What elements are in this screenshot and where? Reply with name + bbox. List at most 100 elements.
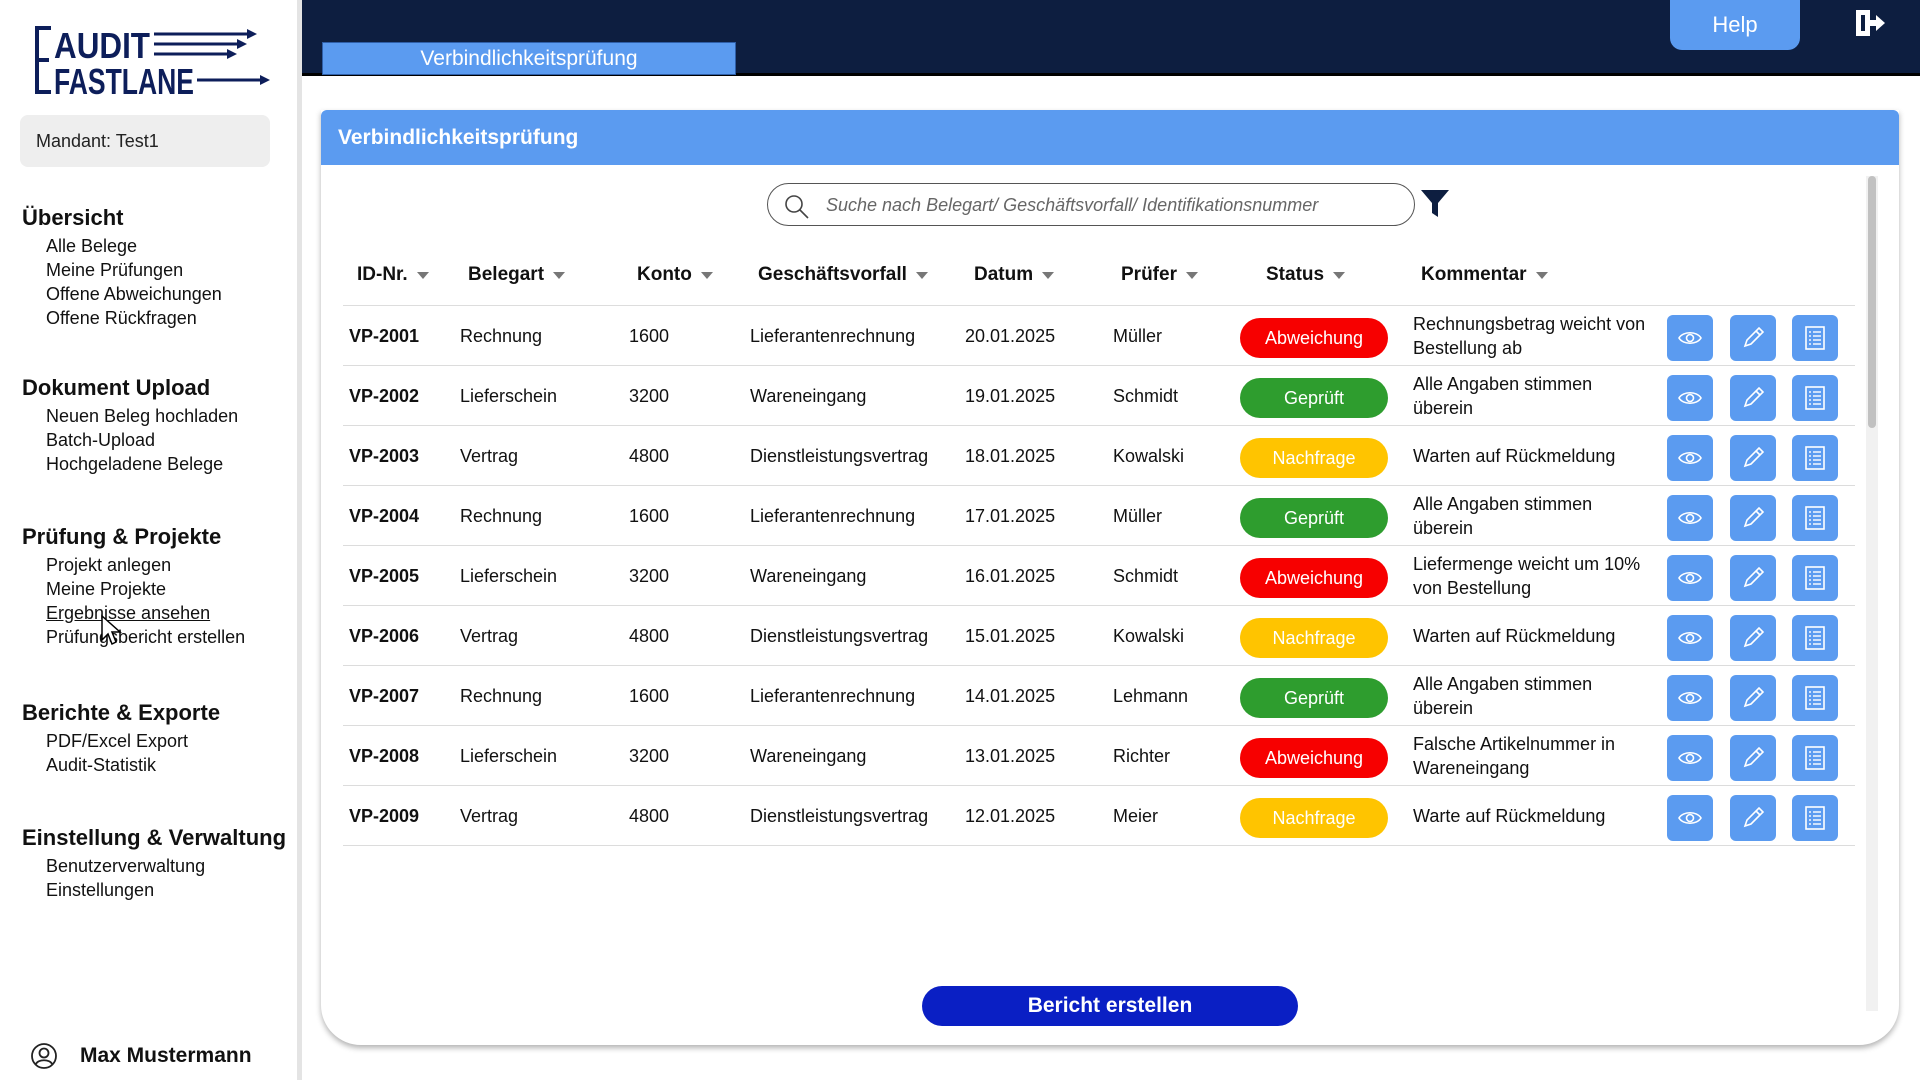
table-row[interactable]: VP-2008 Lieferschein 3200 Wareneingang 1… xyxy=(343,726,1855,786)
user-profile[interactable]: Max Mustermann xyxy=(30,1042,252,1070)
list-icon xyxy=(1805,446,1825,470)
nav-item-pdf-excel-export[interactable]: PDF/Excel Export xyxy=(46,731,189,751)
sort-caret-icon xyxy=(1333,271,1346,279)
column-header-datum[interactable]: Datum xyxy=(974,264,1055,286)
view-button[interactable] xyxy=(1667,555,1713,601)
edit-button[interactable] xyxy=(1730,735,1776,781)
nav-heading-berichte-exporte[interactable]: Berichte & Exporte xyxy=(22,700,221,725)
nav-heading-einstellung-verwaltung[interactable]: Einstellung & Verwaltung xyxy=(22,825,287,850)
edit-button[interactable] xyxy=(1730,795,1776,841)
cell-datum: 13.01.2025 xyxy=(965,745,1056,766)
column-header-label: Kommentar xyxy=(1421,264,1527,285)
tab-verbindlichkeitspruefung[interactable]: Verbindlichkeitsprüfung xyxy=(322,42,736,75)
nav-item-projekt-anlegen[interactable]: Projekt anlegen xyxy=(46,555,172,575)
column-header-pruefer[interactable]: Prüfer xyxy=(1121,264,1198,286)
cell-belegart: Vertrag xyxy=(460,805,519,826)
sort-caret-icon xyxy=(553,271,566,279)
list-icon xyxy=(1805,686,1825,710)
table-row[interactable]: VP-2009 Vertrag 4800 Dienstleistungsvert… xyxy=(343,786,1855,846)
edit-button[interactable] xyxy=(1730,615,1776,661)
view-button[interactable] xyxy=(1667,735,1713,781)
search-bar[interactable] xyxy=(767,183,1415,226)
cell-datum: 14.01.2025 xyxy=(965,685,1056,706)
nav-item-audit-statistik[interactable]: Audit-Statistik xyxy=(46,755,157,775)
view-button[interactable] xyxy=(1667,315,1713,361)
table-row[interactable]: VP-2005 Lieferschein 3200 Wareneingang 1… xyxy=(343,546,1855,606)
help-button[interactable]: Help xyxy=(1670,0,1800,50)
details-button[interactable] xyxy=(1792,435,1838,481)
nav-heading-uebersicht[interactable]: Übersicht xyxy=(22,205,124,230)
details-button[interactable] xyxy=(1792,495,1838,541)
nav-item-batch-upload[interactable]: Batch-Upload xyxy=(46,430,156,450)
nav-item-ergebnisse-ansehen[interactable]: Ergebnisse ansehen xyxy=(46,603,211,623)
column-header-id[interactable]: ID-Nr. xyxy=(357,264,429,286)
pencil-icon xyxy=(1743,686,1765,708)
view-button[interactable] xyxy=(1667,675,1713,721)
view-button[interactable] xyxy=(1667,615,1713,661)
filter-icon[interactable] xyxy=(1420,188,1450,220)
table-row[interactable]: VP-2004 Rechnung 1600 Lieferantenrechnun… xyxy=(343,486,1855,546)
nav-heading-pruefung-projekte[interactable]: Prüfung & Projekte xyxy=(22,524,222,549)
nav-item-einstellungen[interactable]: Einstellungen xyxy=(46,880,155,900)
table-row[interactable]: VP-2006 Vertrag 4800 Dienstleistungsvert… xyxy=(343,606,1855,666)
nav-item-meine-pruefungen[interactable]: Meine Prüfungen xyxy=(46,260,184,280)
nav-item-alle-belege[interactable]: Alle Belege xyxy=(46,236,138,256)
cell-geschaeftsvorfall: Dienstleistungsvertrag xyxy=(750,445,929,466)
table-header: ID-Nr. Belegart Konto Geschäftsvorfall D… xyxy=(343,258,1855,306)
edit-button[interactable] xyxy=(1730,555,1776,601)
details-button[interactable] xyxy=(1792,375,1838,421)
column-header-status[interactable]: Status xyxy=(1266,264,1346,286)
column-header-belegart[interactable]: Belegart xyxy=(468,264,566,286)
edit-button[interactable] xyxy=(1730,495,1776,541)
nav-item-meine-projekte[interactable]: Meine Projekte xyxy=(46,579,167,599)
table-row[interactable]: VP-2002 Lieferschein 3200 Wareneingang 1… xyxy=(343,366,1855,426)
table-row[interactable]: VP-2001 Rechnung 1600 Lieferantenrechnun… xyxy=(343,306,1855,366)
column-header-konto[interactable]: Konto xyxy=(637,264,713,286)
create-report-button[interactable]: Bericht erstellen xyxy=(922,986,1298,1026)
column-header-geschaeftsvorfall[interactable]: Geschäftsvorfall xyxy=(758,264,928,286)
logout-icon[interactable] xyxy=(1852,6,1886,40)
details-button[interactable] xyxy=(1792,555,1838,601)
nav-section-berichte-exporte: Berichte & Exporte PDF/Excel Export Audi… xyxy=(22,700,220,777)
cell-geschaeftsvorfall: Dienstleistungsvertrag xyxy=(750,805,929,826)
edit-button[interactable] xyxy=(1730,315,1776,361)
cell-pruefer: Kowalski xyxy=(1113,625,1185,646)
nav-item-offene-rueckfragen[interactable]: Offene Rückfragen xyxy=(46,308,197,328)
cell-id: VP-2005 xyxy=(349,565,420,586)
column-header-label: Belegart xyxy=(468,264,545,285)
nav-item-benutzerverwaltung[interactable]: Benutzerverwaltung xyxy=(46,856,206,876)
audit-fastlane-logo[interactable]: AUDIT FASTLANE xyxy=(32,20,272,100)
view-button[interactable] xyxy=(1667,375,1713,421)
details-button[interactable] xyxy=(1792,795,1838,841)
list-icon xyxy=(1805,566,1825,590)
column-header-label: ID-Nr. xyxy=(357,264,408,285)
column-header-label: Geschäftsvorfall xyxy=(758,264,907,285)
edit-button[interactable] xyxy=(1730,675,1776,721)
nav-item-hochgeladene-belege[interactable]: Hochgeladene Belege xyxy=(46,454,224,474)
table-row[interactable]: VP-2003 Vertrag 4800 Dienstleistungsvert… xyxy=(343,426,1855,486)
nav-item-pruefungsbericht-erstellen[interactable]: Prüfungsbericht erstellen xyxy=(46,627,246,647)
column-header-kommentar[interactable]: Kommentar xyxy=(1421,264,1548,286)
nav-item-offene-abweichungen[interactable]: Offene Abweichungen xyxy=(46,284,222,304)
cell-geschaeftsvorfall: Lieferantenrechnung xyxy=(750,325,916,346)
edit-button[interactable] xyxy=(1730,435,1776,481)
nav-section-dokument-upload: Dokument Upload Neuen Beleg hochladen Ba… xyxy=(22,375,238,476)
mandant-selector[interactable]: Mandant: Test1 xyxy=(20,115,270,167)
search-input[interactable] xyxy=(826,190,1386,220)
nav-heading-dokument-upload[interactable]: Dokument Upload xyxy=(22,375,211,400)
main-card xyxy=(321,110,1899,1045)
cell-geschaeftsvorfall: Lieferantenrechnung xyxy=(750,505,916,526)
sort-caret-icon xyxy=(1535,271,1548,279)
details-button[interactable] xyxy=(1792,735,1838,781)
details-button[interactable] xyxy=(1792,615,1838,661)
view-button[interactable] xyxy=(1667,795,1713,841)
nav-item-neuen-beleg-hochladen[interactable]: Neuen Beleg hochladen xyxy=(46,406,239,426)
table-row[interactable]: VP-2007 Rechnung 1600 Lieferantenrechnun… xyxy=(343,666,1855,726)
details-button[interactable] xyxy=(1792,675,1838,721)
view-button[interactable] xyxy=(1667,495,1713,541)
scrollbar-thumb[interactable] xyxy=(1868,176,1876,428)
details-button[interactable] xyxy=(1792,315,1838,361)
cell-pruefer: Schmidt xyxy=(1113,385,1179,406)
view-button[interactable] xyxy=(1667,435,1713,481)
edit-button[interactable] xyxy=(1730,375,1776,421)
